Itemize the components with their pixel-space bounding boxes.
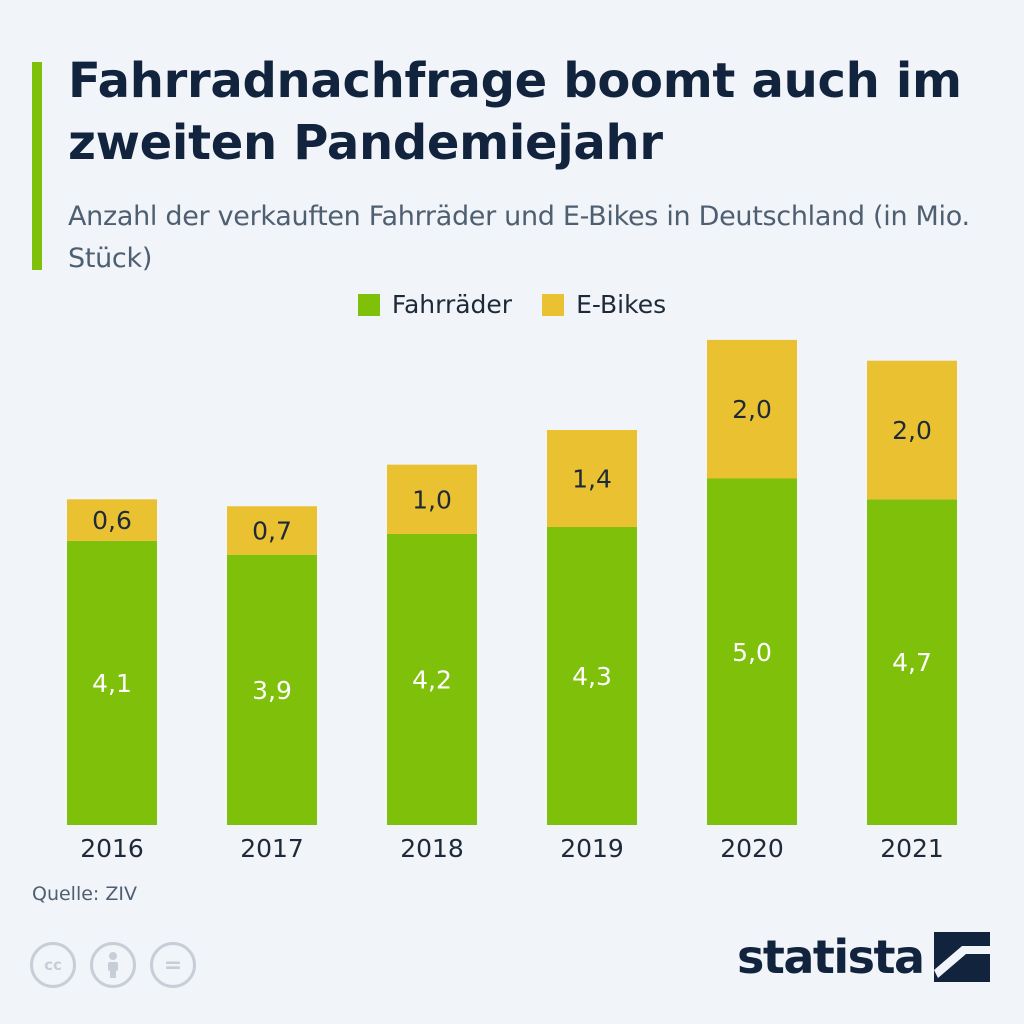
legend-swatch-ebikes [542, 293, 565, 316]
bar-ebikes-2019 [547, 429, 637, 528]
data-label-fahrraeder-2017: 3,9 [252, 676, 292, 705]
brand-name: statista [737, 930, 925, 984]
bar-ebikes-2017 [227, 506, 317, 555]
attribution-icon[interactable] [90, 942, 136, 988]
bar-ebikes-2018 [387, 464, 477, 534]
data-label-fahrraeder-2018: 4,2 [412, 665, 452, 694]
bar-fahrraeder-2016 [67, 540, 157, 825]
data-label-fahrraeder-2016: 4,1 [92, 669, 132, 698]
bar-fahrraeder-2018 [387, 533, 477, 825]
license-icons: cc = [30, 942, 196, 988]
bar-fahrraeder-2019 [547, 527, 637, 825]
cc-icon-text: cc [44, 956, 62, 974]
bar-fahrraeder-2017 [227, 554, 317, 825]
data-label-ebikes-2017: 0,7 [252, 516, 292, 545]
x-tick-label-2018: 2018 [400, 834, 464, 863]
legend-swatch-fahrraeder [357, 293, 380, 316]
x-tick-label-2019: 2019 [560, 834, 624, 863]
statista-brand[interactable]: statista [737, 930, 990, 984]
data-label-fahrraeder-2020: 5,0 [732, 638, 772, 667]
source-note: Quelle: ZIV [32, 883, 137, 905]
legend: Fahrräder E-Bikes [0, 290, 1024, 319]
data-label-fahrraeder-2021: 4,7 [892, 648, 932, 677]
bar-ebikes-2020 [707, 339, 797, 479]
bar-fahrraeder-2020 [707, 478, 797, 825]
legend-item-fahrraeder: Fahrräder [357, 290, 513, 319]
legend-item-ebikes: E-Bikes [542, 290, 666, 319]
attribution-person-icon [108, 952, 118, 978]
x-tick-label-2016: 2016 [80, 834, 144, 863]
stacked-bar-chart: 4,1 0,6 2016 3,9 0,7 2017 4,2 1,0 2018 4,3 1,4 2019… [67, 339, 957, 863]
bar-ebikes-2016 [67, 499, 157, 541]
bar-ebikes-2021 [867, 360, 957, 500]
data-label-fahrraeder-2019: 4,3 [572, 662, 612, 691]
legend-label-fahrraeder: Fahrräder [391, 290, 513, 319]
data-label-ebikes-2018: 1,0 [412, 485, 452, 514]
no-derivatives-icon[interactable]: = [150, 942, 196, 988]
x-tick-label-2020: 2020 [720, 834, 784, 863]
no-derivatives-text: = [163, 952, 183, 978]
data-label-ebikes-2020: 2,0 [732, 395, 772, 424]
data-label-ebikes-2021: 2,0 [892, 416, 932, 445]
bar-fahrraeder-2021 [867, 499, 957, 825]
data-label-ebikes-2019: 1,4 [572, 465, 612, 494]
chart-title: Fahrradnachfrage boomt auch im zweiten P… [68, 53, 962, 171]
cc-icon[interactable]: cc [30, 942, 76, 988]
accent-bar [32, 62, 42, 270]
legend-label-ebikes: E-Bikes [576, 290, 667, 319]
statista-logo-icon [933, 932, 990, 982]
data-label-ebikes-2016: 0,6 [92, 506, 132, 535]
x-tick-label-2021: 2021 [880, 834, 944, 863]
chart-subtitle: Anzahl der verkauften Fahrräder und E-Bi… [68, 201, 970, 274]
x-tick-label-2017: 2017 [240, 834, 304, 863]
